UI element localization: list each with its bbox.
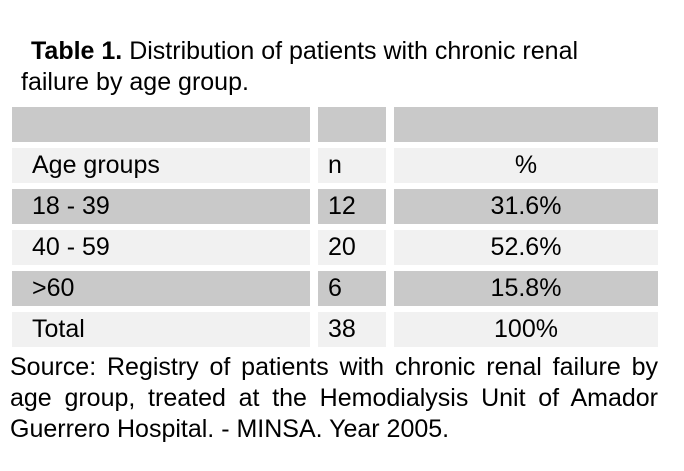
table-row: 40 - 59 20 52.6% — [12, 230, 658, 265]
table-title: Table 1. Distribution of patients with c… — [21, 36, 636, 98]
table-title-text: Distribution of patients with chronic re… — [21, 37, 579, 96]
cell-n: 12 — [318, 189, 386, 224]
data-table: Age groups n % 18 - 39 12 31.6% 40 - 59 … — [12, 107, 658, 347]
cell-percent: 31.6% — [394, 189, 658, 224]
table-row: 18 - 39 12 31.6% — [12, 189, 658, 224]
table-total-row: Total 38 100% — [12, 312, 658, 347]
cell-n: 6 — [318, 271, 386, 306]
cell-percent: 52.6% — [394, 230, 658, 265]
cell-age-group: 40 - 59 — [12, 230, 310, 265]
cell-total-percent: 100% — [394, 312, 658, 347]
source-note: Source: Registry of patients with chroni… — [10, 353, 658, 443]
header-band-cell — [318, 107, 386, 142]
header-band-cell — [394, 107, 658, 142]
column-header-age-groups: Age groups — [12, 148, 310, 183]
table-header-band-row — [12, 107, 658, 142]
column-header-percent: % — [394, 148, 658, 183]
column-header-n: n — [318, 148, 386, 183]
table-column-header-row: Age groups n % — [12, 148, 658, 183]
cell-total-n: 38 — [318, 312, 386, 347]
table-row: >60 6 15.8% — [12, 271, 658, 306]
cell-age-group: >60 — [12, 271, 310, 306]
cell-total-label: Total — [12, 312, 310, 347]
cell-age-group: 18 - 39 — [12, 189, 310, 224]
table-title-label: Table 1. — [31, 37, 123, 65]
cell-percent: 15.8% — [394, 271, 658, 306]
cell-n: 20 — [318, 230, 386, 265]
header-band-cell — [12, 107, 310, 142]
